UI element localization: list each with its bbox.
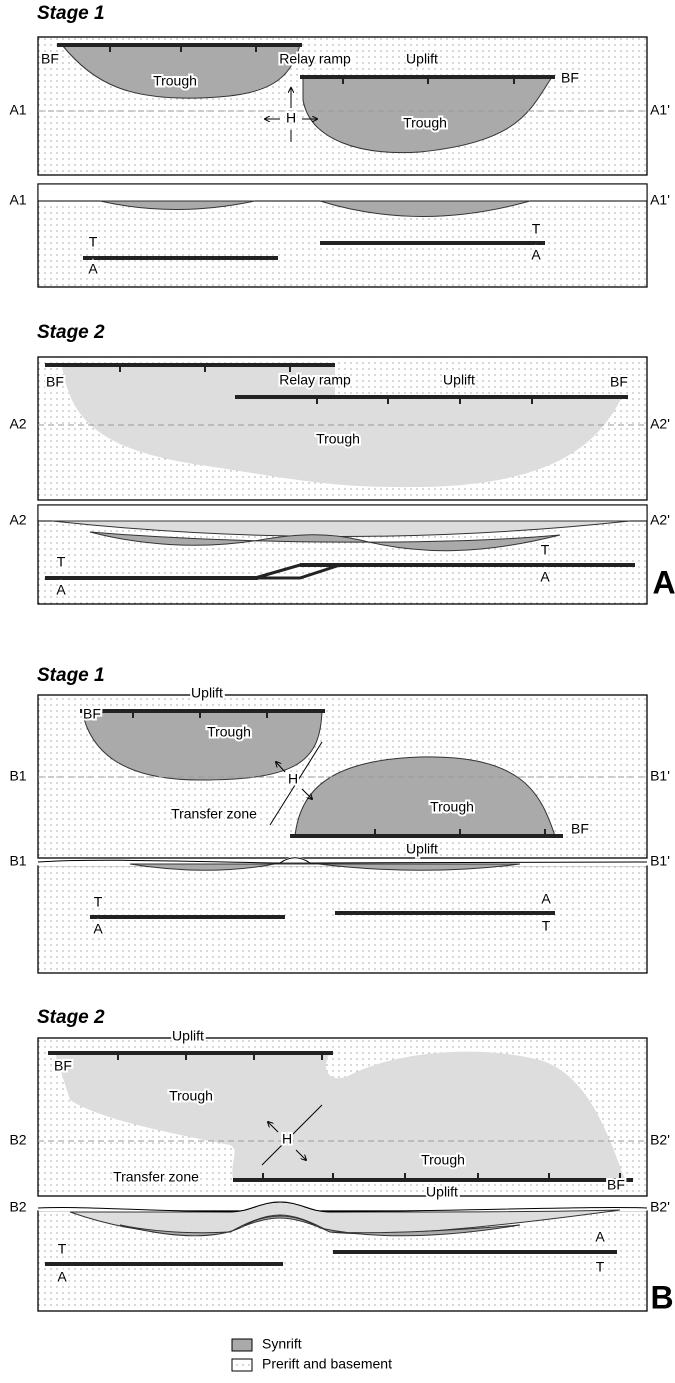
label: H	[288, 771, 298, 787]
label: T	[596, 1259, 605, 1275]
section-end: A2	[9, 416, 26, 432]
label: A	[57, 1269, 67, 1285]
label: BF	[83, 706, 101, 722]
label: Transfer zone	[171, 806, 257, 822]
label: A	[540, 569, 550, 585]
diagram: Stage 1 BF Trough Relay ramp Uplift BF T…	[0, 0, 675, 1378]
section-end: B1'	[650, 853, 670, 869]
stage-title: Stage 1	[37, 665, 105, 686]
stage-title: Stage 2	[37, 322, 105, 343]
label: Uplift	[406, 841, 438, 857]
stage-title: Stage 1	[37, 3, 105, 24]
label: H	[286, 110, 296, 126]
label: BF	[54, 1058, 72, 1074]
section-end: B2	[9, 1199, 26, 1215]
section-end: B2'	[650, 1199, 670, 1215]
label: Uplift	[443, 372, 475, 388]
label: Trough	[430, 799, 474, 815]
label: BF	[607, 1177, 625, 1193]
label: Uplift	[426, 1184, 458, 1200]
label: T	[58, 1241, 67, 1257]
label: BF	[41, 51, 59, 67]
section-end: B1	[9, 768, 26, 784]
legend-swatch	[232, 1359, 252, 1371]
panel-letter: B	[650, 1279, 673, 1315]
section-end: A2'	[650, 416, 670, 432]
legend-swatch	[232, 1339, 252, 1351]
air	[39, 506, 647, 521]
label: BF	[46, 374, 64, 390]
label: H	[282, 1131, 292, 1147]
section-end: B2	[9, 1132, 26, 1148]
label: Transfer zone	[113, 1169, 199, 1185]
label: A	[595, 1229, 605, 1245]
air	[39, 185, 647, 201]
legend-label: Prerift and basement	[262, 1356, 392, 1372]
label: A	[531, 247, 541, 263]
label: T	[89, 234, 98, 250]
label: A	[541, 891, 551, 907]
section-box	[38, 866, 647, 973]
section-end: A1	[9, 192, 26, 208]
label: T	[542, 918, 551, 934]
label: T	[94, 894, 103, 910]
label: T	[57, 554, 66, 570]
stage-title: Stage 2	[37, 1007, 105, 1028]
label: Uplift	[172, 1028, 204, 1044]
label: BF	[571, 821, 589, 837]
label: Relay ramp	[279, 51, 351, 67]
label: T	[541, 542, 550, 558]
section-end: B1'	[650, 768, 670, 784]
label: Trough	[169, 1088, 213, 1104]
label: Trough	[421, 1152, 465, 1168]
label: Relay ramp	[279, 372, 351, 388]
label: A	[56, 582, 66, 598]
label: Trough	[403, 115, 447, 131]
label: BF	[610, 374, 628, 390]
section-end: B1	[9, 853, 26, 869]
label: Trough	[153, 73, 197, 89]
label: Trough	[207, 724, 251, 740]
section-end: A2'	[650, 512, 670, 528]
label: A	[88, 261, 98, 277]
label: Uplift	[191, 685, 223, 701]
label: Uplift	[406, 51, 438, 67]
section-end: A1'	[650, 192, 670, 208]
label: BF	[561, 70, 579, 86]
legend-label: Synrift	[262, 1336, 302, 1352]
panel-letter: A	[652, 564, 675, 600]
section-end: B2'	[650, 1132, 670, 1148]
section-end: A1	[9, 102, 26, 118]
section-end: A2	[9, 512, 26, 528]
section-end: A1'	[650, 102, 670, 118]
label: Trough	[316, 431, 360, 447]
label: T	[532, 221, 541, 237]
label: A	[93, 921, 103, 937]
